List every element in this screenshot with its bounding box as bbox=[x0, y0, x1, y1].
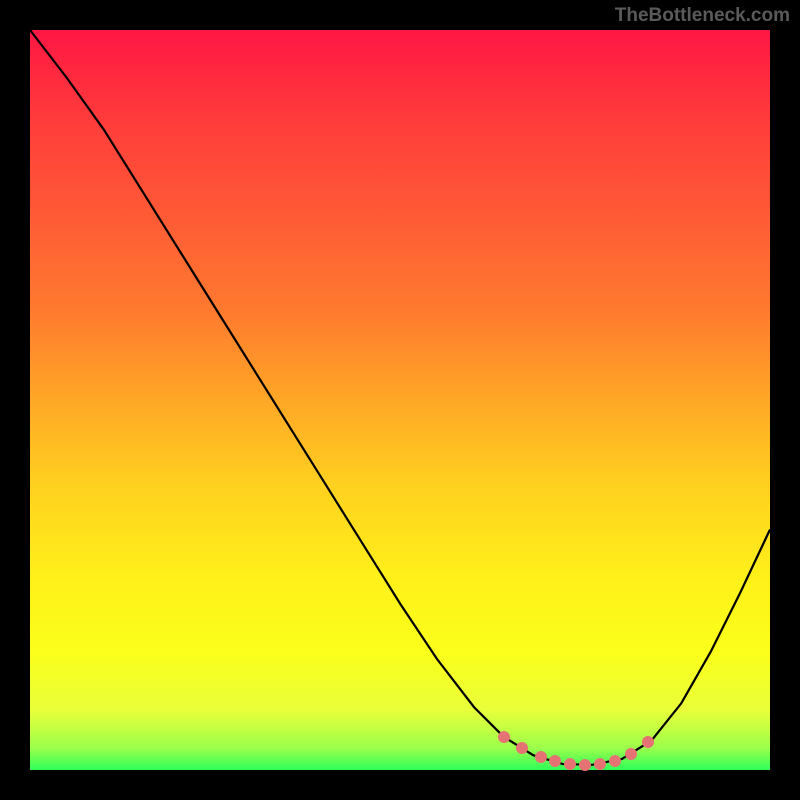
optimal-point-marker bbox=[564, 758, 576, 770]
optimal-point-marker bbox=[535, 751, 547, 763]
plot-area bbox=[30, 30, 770, 770]
optimal-point-marker bbox=[549, 755, 561, 767]
optimal-point-marker bbox=[579, 759, 591, 771]
optimal-point-marker bbox=[594, 758, 606, 770]
bottleneck-curve bbox=[30, 30, 770, 770]
watermark-text: TheBottleneck.com bbox=[615, 5, 790, 27]
optimal-point-marker bbox=[498, 731, 510, 743]
optimal-point-marker bbox=[625, 748, 637, 760]
optimal-point-marker bbox=[642, 736, 654, 748]
optimal-point-marker bbox=[516, 742, 528, 754]
optimal-point-marker bbox=[609, 755, 621, 767]
